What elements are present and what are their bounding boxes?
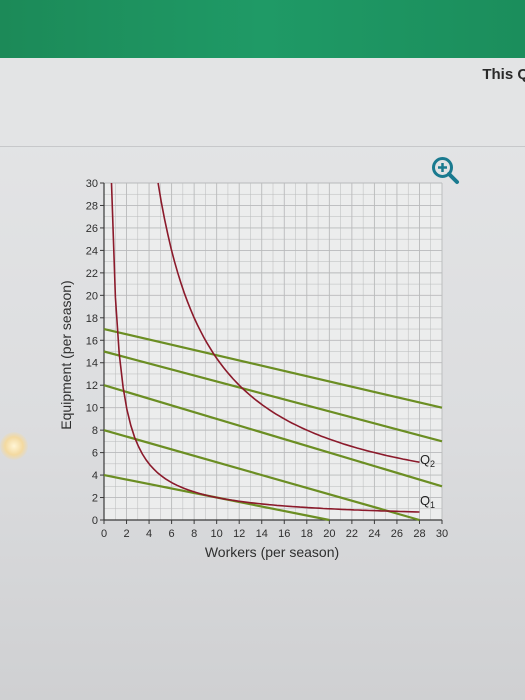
y-tick-label: 24 [86,245,98,257]
q2-label-sub: 2 [430,459,435,469]
x-tick-label: 8 [191,528,197,540]
y-tick-label: 30 [86,178,98,190]
y-tick-label: 0 [92,515,98,527]
q1-label-main: Q [420,493,430,508]
question-header [0,58,525,147]
y-tick-label: 8 [92,425,98,437]
x-tick-label: 26 [391,528,403,540]
x-tick-label: 4 [146,528,152,540]
y-tick-label: 6 [92,448,98,460]
isocost-line [103,327,443,409]
isocost-line [103,384,443,488]
q1-label: Q 1 [420,493,435,510]
isoquant-q2 [157,182,420,463]
x-tick-label: 0 [101,528,107,540]
x-tick-label: 18 [301,528,313,540]
x-tick-label: 2 [123,528,129,540]
radio-indicator [0,432,28,460]
y-tick-label: 28 [86,200,98,212]
x-axis-label: Workers (per season) [205,544,339,560]
x-tick-label: 10 [211,528,223,540]
y-tick-label: 4 [92,470,98,482]
chart-grid [103,182,443,521]
isocost-line [103,429,420,522]
q2-label: Q 2 [420,452,435,469]
isocost-line [103,350,443,443]
x-tick-label: 24 [368,528,380,540]
y-tick-label: 22 [86,268,98,280]
y-tick-label: 12 [86,380,98,392]
x-tick-label: 30 [436,528,448,540]
zoom-in-icon [432,157,459,184]
x-tick-label: 16 [278,528,290,540]
q1-label-sub: 1 [430,500,435,510]
zoom-in-button[interactable] [430,155,460,185]
y-tick-label: 18 [86,313,98,325]
x-tick-label: 14 [256,528,268,540]
x-tick-label: 12 [233,528,245,540]
y-tick-label: 16 [86,335,98,347]
isocost-lines [103,327,443,522]
x-ticks: 0 2 4 6 8 10 12 14 16 18 20 22 24 26 28 30 [101,520,448,540]
x-tick-label: 20 [323,528,335,540]
isoquant-q1 [110,182,420,513]
x-tick-label: 28 [413,528,425,540]
y-tick-label: 26 [86,223,98,235]
q2-label-main: Q [420,452,430,467]
x-tick-label: 6 [169,528,175,540]
y-tick-label: 14 [86,358,98,370]
isoquant-curves [110,182,420,513]
y-tick-label: 20 [86,290,98,302]
y-tick-label: 2 [92,493,98,505]
x-tick-label: 22 [346,528,358,540]
top-banner [0,0,525,58]
y-axis-label: Equipment (per season) [58,280,74,429]
question-title: This Q [482,66,525,83]
y-tick-label: 10 [86,403,98,415]
